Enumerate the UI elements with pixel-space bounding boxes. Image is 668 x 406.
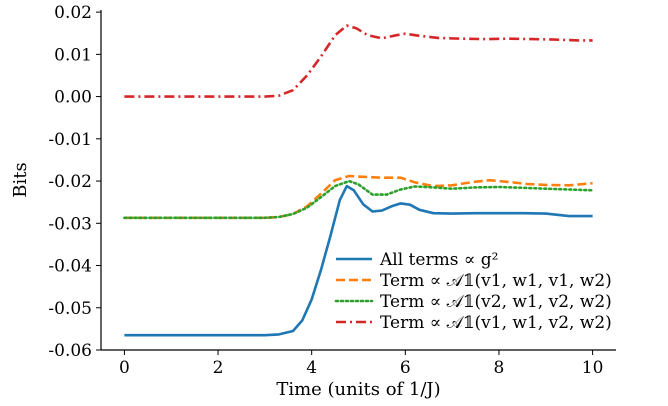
- y-tick-label: -0.04: [48, 257, 92, 277]
- x-axis-label: Time (units of 1/J): [276, 379, 440, 400]
- y-tick-label: -0.03: [48, 214, 92, 234]
- y-tick-label: 0.02: [54, 3, 92, 23]
- x-tick-label: 10: [582, 358, 604, 378]
- x-tick-label: 2: [213, 358, 224, 378]
- y-tick-label: -0.01: [48, 130, 92, 150]
- series-line-1: [124, 184, 593, 337]
- series-line-4: [124, 24, 593, 98]
- legend-label-3: Term ∝ 𝒜𝟙(v2, w1, v2, w2): [380, 292, 612, 312]
- y-tick-label: 0.00: [54, 88, 92, 108]
- y-tick-label: -0.02: [48, 172, 92, 192]
- x-tick-label: 8: [494, 358, 505, 378]
- y-tick-label: -0.06: [48, 341, 92, 361]
- legend-label-4: Term ∝ 𝒜𝟙(v1, w1, v2, w2): [380, 313, 612, 333]
- y-tick-label: -0.05: [48, 299, 92, 319]
- legend-label-1: All terms ∝ g²: [379, 250, 498, 270]
- x-tick-label: 4: [306, 358, 317, 378]
- x-tick-label: 0: [119, 358, 130, 378]
- x-ticks: 0 2 4 6 8 10: [119, 350, 603, 378]
- series-line-3: [123, 179, 594, 220]
- legend-label-2: Term ∝ 𝒜𝟙(v1, w1, v1, w2): [380, 271, 612, 291]
- x-tick-label: 6: [400, 358, 411, 378]
- y-axis-label: Bits: [10, 162, 31, 197]
- plot-lines: [123, 24, 594, 337]
- y-ticks: 0.02 0.01 0.00 -0.01 -0.02 -0.03 -0.04 -0.05 -0.…: [48, 3, 101, 361]
- y-tick-label: 0.01: [54, 45, 92, 65]
- axes: 0 2 4 6 8 10 0.02 0.01 0.00 -0.01 -0.02 -0.03 -0.04…: [48, 3, 616, 378]
